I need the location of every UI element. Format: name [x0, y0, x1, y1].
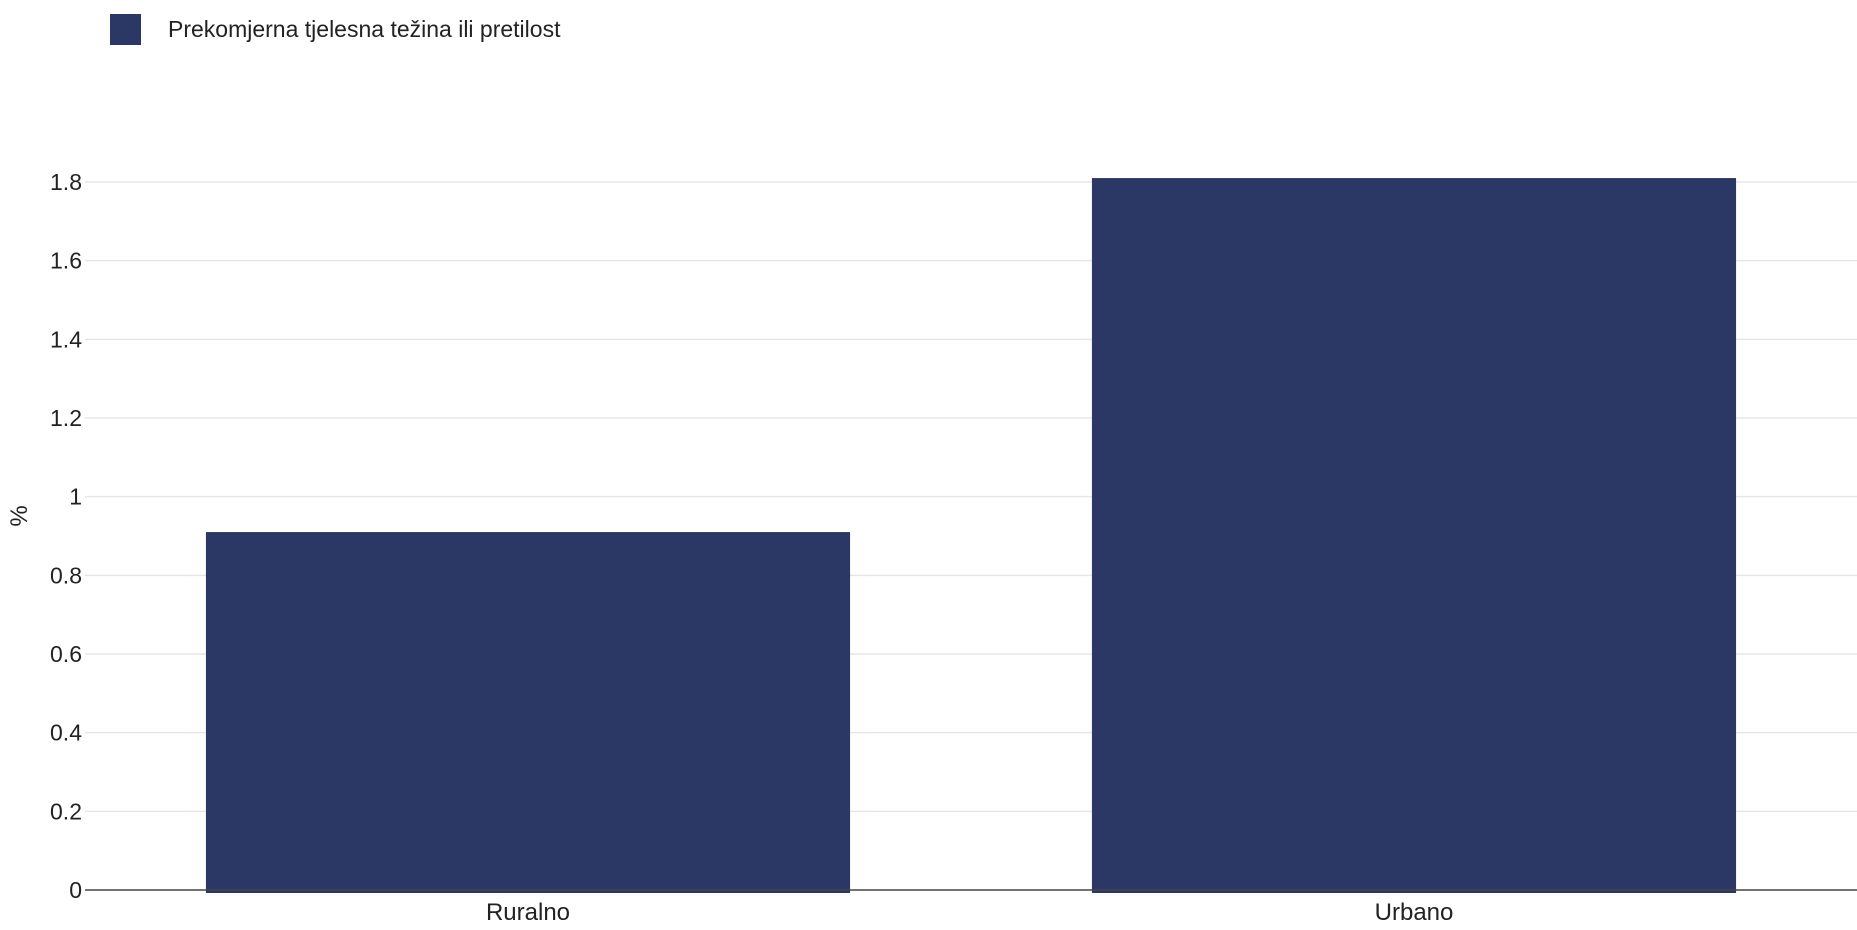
y-tick-label: 1 — [69, 484, 82, 510]
y-tick-label: 1.2 — [50, 405, 82, 431]
y-tick-label: 1.4 — [50, 326, 82, 352]
legend: Prekomjerna tjelesna težina ili pretilos… — [110, 13, 560, 45]
y-tick-label: 0.2 — [50, 798, 82, 824]
y-tick-label: 1.8 — [50, 169, 82, 195]
legend-label: Prekomjerna tjelesna težina ili pretilos… — [168, 15, 561, 42]
legend-swatch — [110, 13, 141, 45]
y-tick-label: 1.6 — [50, 248, 82, 274]
y-tick-label: 0.4 — [50, 720, 82, 746]
y-axis-title: % — [6, 505, 33, 526]
axis-layer: 0 0.2 0.4 0.6 0.8 1 1.2 1.4 1.6 1.8 Ruralno Urbano — [50, 169, 1857, 926]
y-tick-label: 0 — [69, 877, 82, 903]
bar — [1091, 178, 1737, 894]
x-tick-label: Urbano — [1375, 899, 1454, 926]
bar-layer — [205, 178, 1737, 894]
y-tick-label: 0.6 — [50, 641, 82, 667]
bar — [205, 532, 851, 893]
x-tick-label: Ruralno — [486, 899, 570, 926]
y-tick-label: 0.8 — [50, 562, 82, 588]
